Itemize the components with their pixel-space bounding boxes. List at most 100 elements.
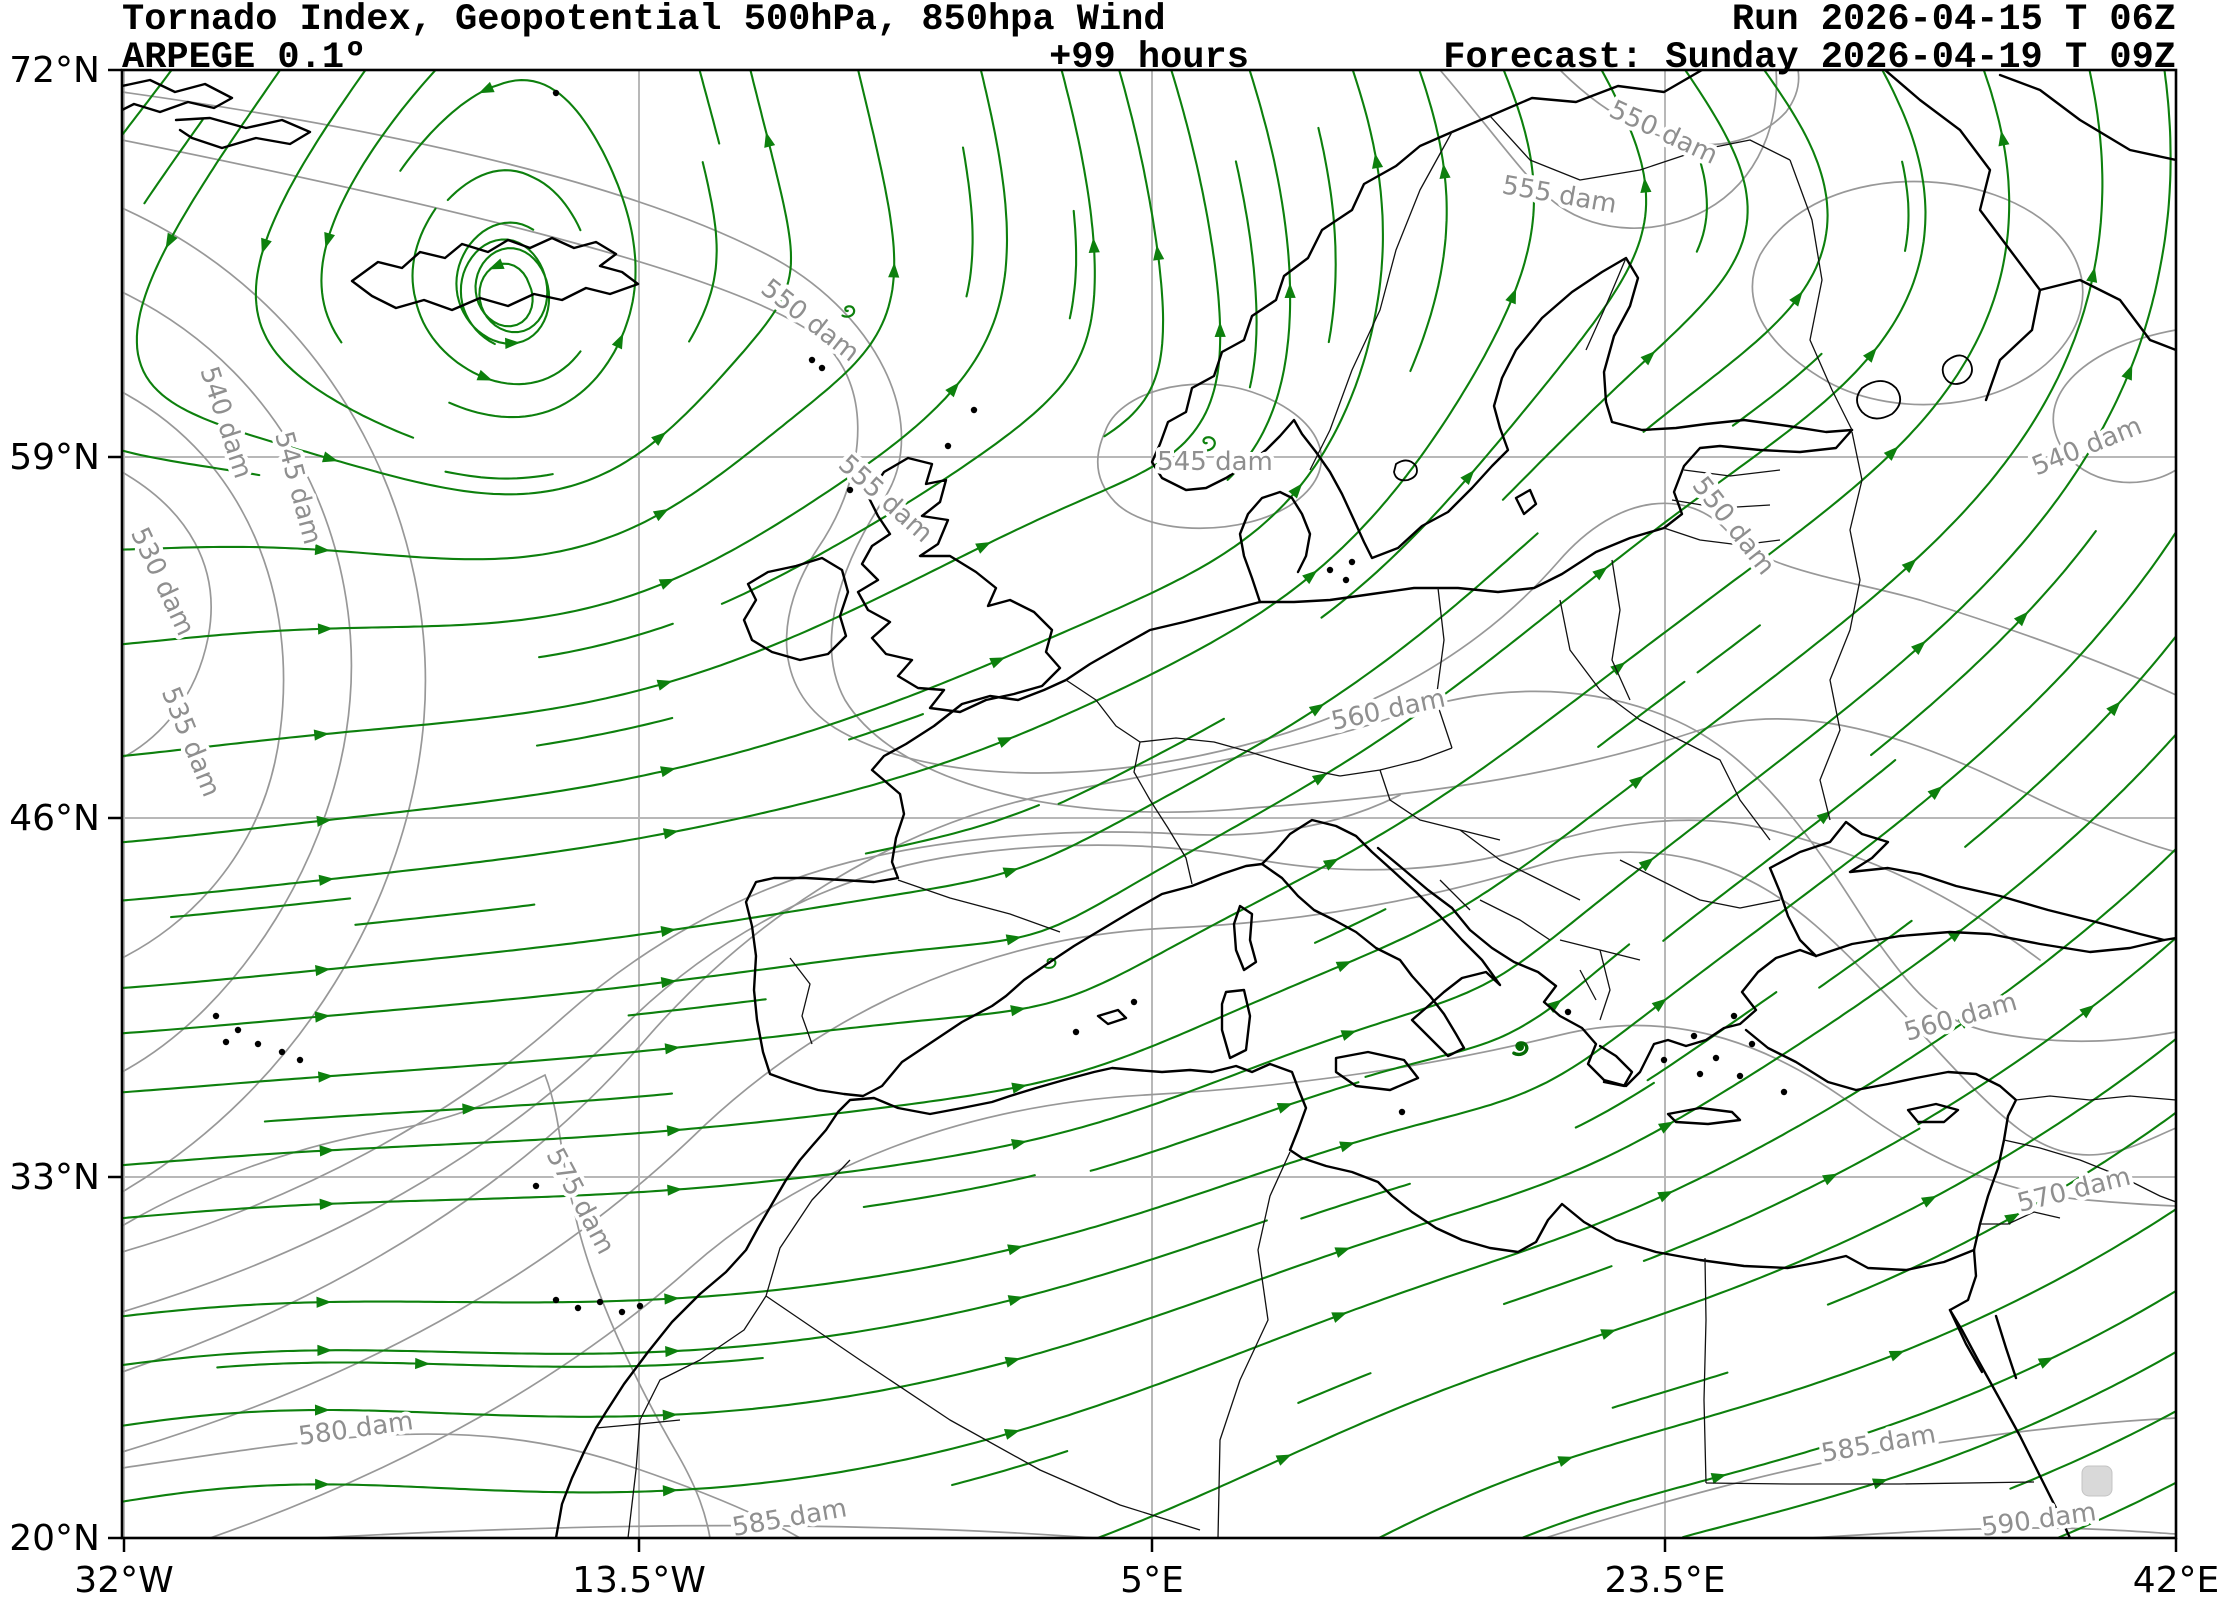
contour-label: 575 dam [540,1143,621,1259]
streamline-arrowhead [665,1345,681,1358]
contour-label: 545 dam [1157,447,1273,477]
streamline-arrowhead [1011,1082,1028,1094]
wind-streamline [864,804,1040,855]
contour-label: 555 dam [1500,170,1619,220]
streamline-arrowhead [2106,701,2121,717]
island-speck [1342,576,1350,584]
streamline-arrowhead [1557,1456,1574,1467]
wind-streamline [627,998,767,1017]
wind-streamline [1818,919,1913,989]
streamline-arrowhead [317,1344,333,1356]
streamline-arrowhead [1302,570,1318,585]
streamline-arrowhead [989,657,1006,669]
wind-streamline [122,70,2104,1167]
wind-streamline [1681,1351,2176,1538]
contour-label: 530 dam [124,523,200,640]
wind-streamline [446,169,582,232]
streamline-arrowhead [415,1357,431,1370]
streamline-arrowhead [1921,1195,1937,1208]
wind-streamline [411,207,582,386]
island-speck [818,364,826,372]
island-speck [222,1038,230,1046]
streamline-arrowhead [1998,130,2010,147]
streamline-arrowhead [1276,1103,1293,1114]
streamline-arrowhead [316,815,332,827]
island-speck [1398,1108,1406,1116]
streamline-arrowhead [2013,611,2029,627]
wind-streamline [720,70,1096,605]
streamline-arrowhead [1640,350,1656,366]
wind-streamline [1095,1037,2176,1538]
island-speck [1348,558,1356,566]
streamline-arrowhead [478,81,495,94]
streamline-arrowhead [1947,928,1964,943]
streamline-arrowhead [1372,153,1384,169]
streamline-arrowhead [1629,775,1645,789]
watermark-box [2081,1465,2113,1497]
streamline-arrowhead [1911,640,1926,655]
streamline-arrowhead [1335,961,1352,973]
wind-streamline [122,70,1927,1035]
wind-streamline [1313,908,1387,944]
streamline-arrowhead [462,1103,478,1115]
chart-title: Tornado Index, Geopotential 500hPa, 850h… [122,0,1166,41]
wind-streamline [1068,209,1078,320]
wind-streamline [2009,1409,2176,1490]
lat-tick-label: 33°N [9,1157,100,1198]
streamline-arrowhead [1011,1138,1027,1150]
wind-streamline [122,70,2172,1220]
streamline-arrowhead [315,964,331,977]
streamline-arrowhead [2086,267,2098,283]
streamline-arrowhead [1340,1030,1357,1041]
streamline-arrowhead [997,737,1014,748]
streamline-arrowhead [1004,1356,1021,1368]
streamline-arrowhead [1789,291,1803,307]
island-speck [858,466,866,474]
streamline-arrowhead [1088,237,1100,253]
streamline-arrowhead [1957,1015,1974,1029]
streamline-arrowhead [317,623,334,635]
wind-streamline [1057,717,1225,805]
streamline-arrowhead [975,542,992,554]
streamline-arrowhead [1710,1473,1727,1484]
streamline-arrowhead [658,578,675,590]
wind-streamline [535,716,674,747]
streamline-arrowhead [1004,1429,1020,1440]
streamline-arrowhead [664,1293,680,1305]
island-speck [212,1012,220,1020]
contour-label: 560 dam [1901,987,2020,1048]
island-speck [1690,1032,1698,1040]
wind-streamline [1901,160,1910,252]
streamline-arrowhead [652,508,669,522]
island-speck [552,1296,560,1304]
wind-streamline [951,1450,1069,1487]
streamline-arrowhead [476,369,493,381]
wind-streamline [1642,1127,1921,1262]
wind-streamline [135,70,793,496]
streamline-arrowhead [660,925,677,938]
wind-streamline [122,70,2011,1094]
island-speck [596,1298,604,1306]
lon-tick-label: 5°E [1120,1560,1184,1601]
wind-streamline [1234,160,1258,389]
streamline-arrowhead [1600,1329,1617,1340]
wind-streamline [122,532,2176,1318]
wind-streamline [1297,1372,1372,1404]
wind-streamline [688,161,718,343]
streamline-arrowhead [945,382,960,398]
streamline-arrowhead [1822,1173,1838,1186]
island-speck [1564,1008,1572,1016]
island-speck [296,1056,304,1064]
lon-tick-label: 13.5°W [572,1560,706,1601]
streamline-arrowhead [1883,446,1899,461]
streamline-arrowhead [1339,1141,1356,1153]
wind-streamline [1502,1265,1613,1306]
contour-label: 585 dam [1819,1419,1938,1469]
streamline-arrowhead [656,679,673,691]
streamline-arrowhead [261,237,272,254]
coastlines [122,70,2176,1538]
lat-tick-label: 59°N [9,437,100,478]
streamline-arrowhead [313,729,330,741]
streamline-arrowhead [1331,1312,1348,1323]
